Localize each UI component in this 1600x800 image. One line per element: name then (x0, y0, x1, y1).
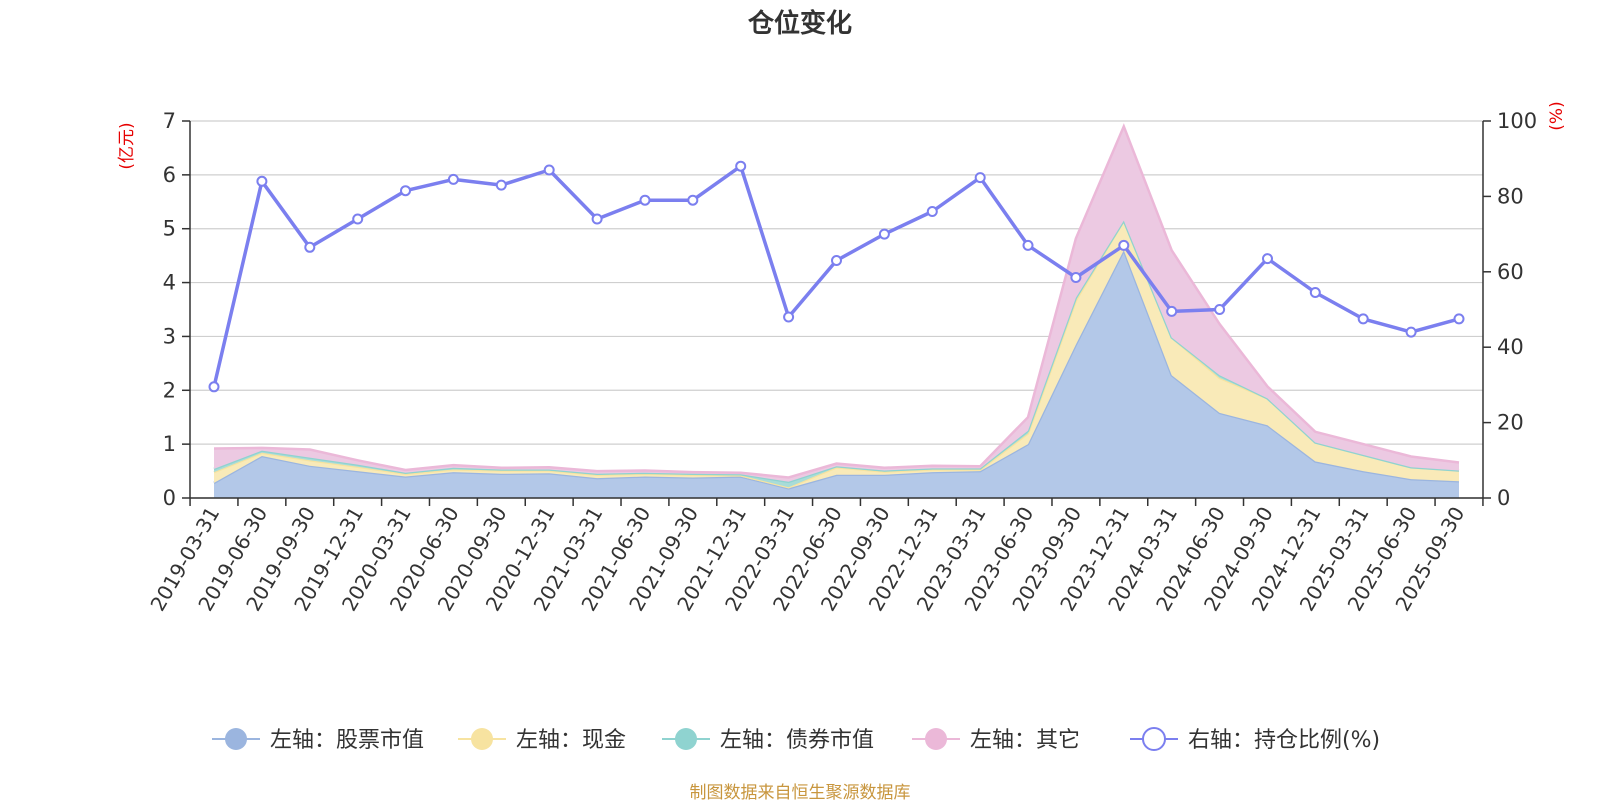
ratio-point[interactable] (400, 185, 411, 197)
legend-dot (225, 728, 247, 750)
area-band (214, 126, 1459, 482)
area-top-line (213, 123, 1460, 479)
ratio-point[interactable] (1166, 305, 1178, 317)
left-tick-label: 6 (163, 163, 176, 187)
legend-label: 左轴：现金 (516, 728, 626, 753)
area-band (214, 220, 1459, 489)
legend-label: 右轴：持仓比例(%) (1188, 728, 1380, 753)
legend-item[interactable]: 左轴：股票市值 (212, 728, 424, 753)
left-tick-label: 1 (163, 432, 176, 456)
legend-item[interactable]: 左轴：债券市值 (662, 728, 874, 753)
legend-label: 左轴：股票市值 (270, 728, 424, 753)
right-tick-label: 0 (1497, 486, 1510, 510)
ratio-point[interactable] (1070, 272, 1082, 283)
ratio-point[interactable] (352, 213, 364, 225)
ratio-point[interactable] (687, 194, 699, 206)
ratio-point[interactable] (1405, 326, 1417, 338)
right-tick-label: 20 (1497, 411, 1524, 435)
ratio-point[interactable] (1453, 313, 1465, 325)
ratio-point[interactable] (1022, 239, 1034, 251)
left-tick-label: 2 (163, 378, 176, 402)
ratio-point[interactable] (831, 255, 842, 266)
ratio-point[interactable] (1118, 239, 1130, 251)
right-axis-unit: (%) (1547, 101, 1567, 130)
ratio-point[interactable] (256, 175, 268, 187)
legend-item[interactable]: 右轴：持仓比例(%) (1130, 727, 1380, 753)
ratio-line-path (212, 164, 1460, 388)
left-tick-label: 0 (163, 486, 176, 510)
right-tick-label: 80 (1497, 184, 1524, 208)
ratio-point[interactable] (1262, 253, 1273, 265)
ratio-point[interactable] (735, 160, 747, 172)
legend-item[interactable]: 左轴：其它 (912, 728, 1080, 753)
ratio-point[interactable] (878, 228, 890, 240)
ratio-point[interactable] (926, 206, 938, 217)
ratio-point[interactable] (304, 241, 316, 253)
ratio-point[interactable] (495, 179, 507, 191)
left-tick-label: 7 (163, 109, 176, 133)
legend-label: 左轴：其它 (970, 728, 1080, 753)
source-note: 制图数据来自恒生聚源数据库 (690, 783, 911, 800)
ratio-point[interactable] (1214, 304, 1226, 315)
legend-dot (925, 728, 947, 750)
stacked-areas (213, 123, 1460, 498)
legend[interactable]: 左轴：股票市值 左轴：现金 左轴：债券市值 左轴：其它 右轴：持仓比例(%) (212, 727, 1380, 753)
grid-lines (190, 120, 1483, 499)
chart-title: 仓位变化 (747, 8, 852, 39)
legend-dot (1142, 727, 1166, 751)
left-axis-unit: (亿元) (117, 122, 137, 169)
left-tick-label: 4 (163, 271, 176, 295)
right-tick-label: 40 (1497, 335, 1524, 359)
ratio-point[interactable] (591, 213, 603, 225)
legend-dot (675, 728, 697, 750)
ratio-point[interactable] (447, 173, 459, 185)
legend-dot (471, 728, 493, 750)
ratio-point[interactable] (208, 381, 220, 393)
area-band (214, 250, 1459, 498)
ratio-point[interactable] (639, 194, 651, 206)
ratio-point[interactable] (1357, 313, 1369, 325)
ratio-point[interactable] (974, 172, 986, 184)
left-tick-label: 5 (163, 217, 176, 241)
legend-label: 左轴：债券市值 (720, 728, 874, 753)
left-tick-label: 3 (163, 324, 176, 348)
right-tick-label: 60 (1497, 260, 1524, 284)
ratio-point[interactable] (783, 311, 795, 323)
ratio-point[interactable] (543, 164, 555, 176)
legend-item[interactable]: 左轴：现金 (458, 728, 626, 753)
ratio-point[interactable] (1309, 287, 1321, 298)
right-tick-label: 100 (1497, 109, 1537, 133)
axes: 012345670204060801002019-03-312019-06-30… (145, 109, 1537, 615)
position-ratio-line (208, 160, 1465, 393)
